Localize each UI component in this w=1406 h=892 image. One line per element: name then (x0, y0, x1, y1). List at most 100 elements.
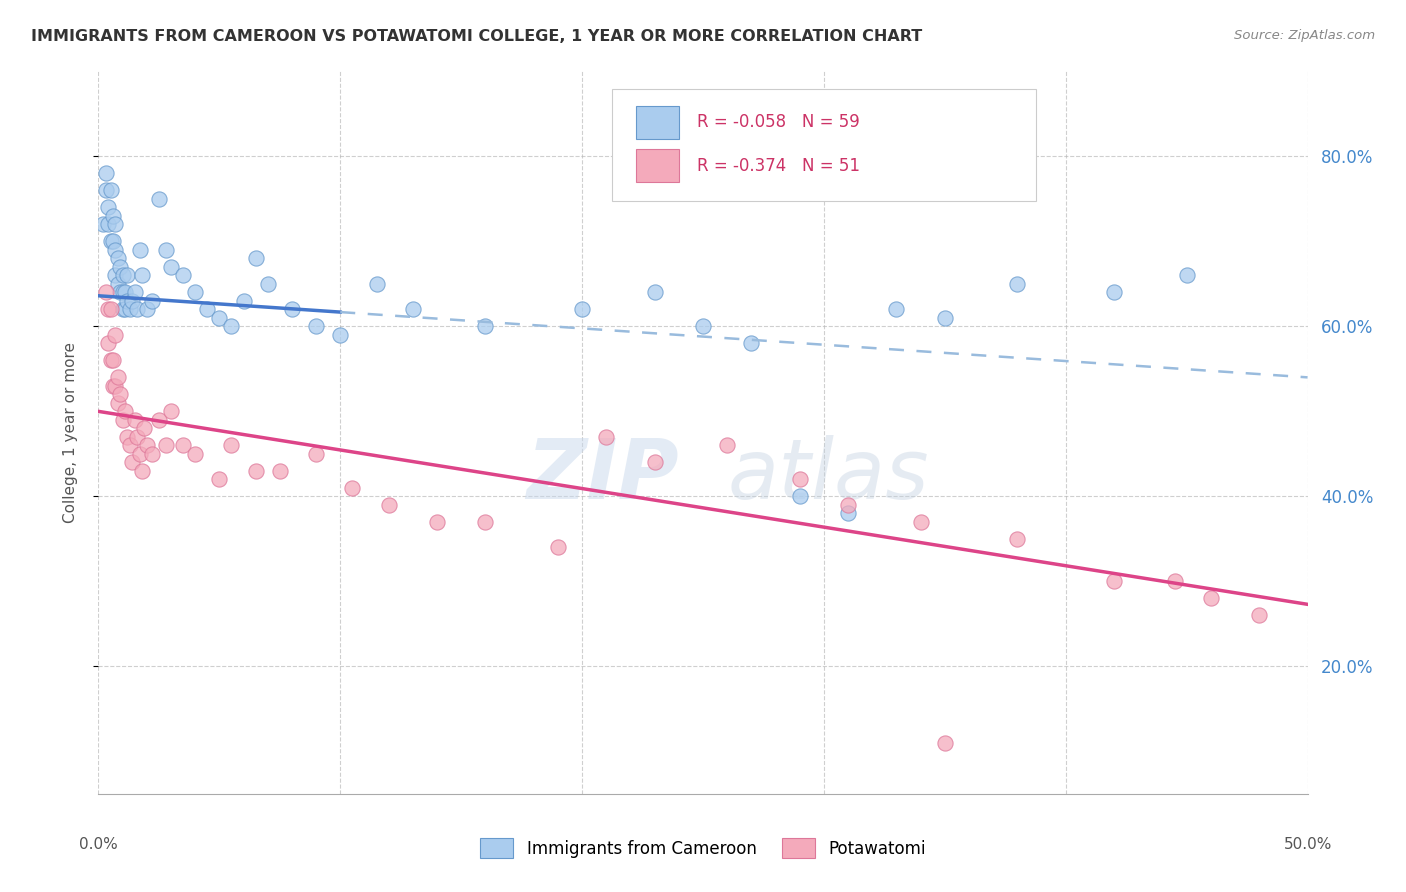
Point (208, 472, 231, 486)
Point (94, 166, 117, 180)
Point (305, 447, 328, 461)
Point (172, 268, 194, 283)
Point (108, 260, 131, 274)
Point (329, 327, 352, 342)
Point (134, 421, 156, 435)
Point (256, 277, 278, 291)
Point (127, 430, 149, 444)
Point (184, 285, 207, 300)
Point (1199, 591, 1222, 606)
Point (155, 438, 177, 452)
Point (886, 302, 908, 317)
Point (1163, 574, 1185, 589)
Point (155, 243, 177, 257)
Point (571, 302, 593, 317)
Point (111, 285, 134, 300)
Point (474, 515, 496, 529)
Point (426, 515, 449, 529)
Point (127, 302, 149, 317)
Point (789, 489, 811, 503)
Text: R = -0.058   N = 59: R = -0.058 N = 59 (697, 113, 859, 131)
Point (128, 447, 150, 461)
Text: Source: ZipAtlas.com: Source: ZipAtlas.com (1234, 29, 1375, 42)
Point (108, 387, 131, 401)
Point (135, 302, 157, 317)
Point (124, 413, 146, 427)
Point (910, 515, 932, 529)
Point (221, 319, 243, 334)
Point (131, 464, 153, 478)
Point (644, 455, 666, 469)
Point (124, 285, 146, 300)
Point (141, 293, 163, 308)
Point (111, 302, 134, 317)
Point (94, 183, 117, 197)
Point (100, 302, 122, 317)
Point (366, 277, 388, 291)
Point (101, 235, 124, 249)
Point (97, 200, 120, 214)
Point (111, 268, 134, 283)
Bar (637, 149, 679, 182)
Point (107, 396, 129, 410)
Point (934, 310, 956, 325)
Point (716, 438, 738, 452)
Point (740, 336, 762, 351)
Point (100, 353, 122, 368)
Legend: Immigrants from Cameroon, Potawatomi: Immigrants from Cameroon, Potawatomi (474, 831, 932, 865)
Point (94, 285, 117, 300)
Point (97, 336, 120, 351)
Y-axis label: College, 1 year or more: College, 1 year or more (63, 343, 77, 523)
Point (117, 268, 139, 283)
Point (232, 293, 254, 308)
Point (281, 302, 304, 317)
Point (837, 507, 859, 521)
Point (101, 353, 124, 368)
Text: R = -0.374   N = 51: R = -0.374 N = 51 (697, 157, 860, 175)
Text: 0.0%: 0.0% (79, 838, 118, 852)
Text: ZIP: ZIP (526, 435, 679, 516)
Text: atlas: atlas (727, 435, 929, 516)
Point (118, 302, 141, 317)
Point (108, 285, 131, 300)
Point (402, 302, 425, 317)
Point (644, 285, 666, 300)
Point (1175, 268, 1198, 283)
Point (148, 192, 170, 206)
Point (1007, 532, 1029, 546)
Point (104, 327, 127, 342)
Point (245, 464, 267, 478)
Point (91, 218, 114, 232)
Point (1102, 285, 1125, 300)
Point (184, 447, 207, 461)
Point (1102, 574, 1125, 589)
Point (100, 183, 122, 197)
Text: 50.0%: 50.0% (1284, 838, 1331, 852)
Point (104, 268, 127, 283)
FancyBboxPatch shape (613, 89, 1035, 202)
Point (107, 277, 129, 291)
Point (474, 319, 496, 334)
Point (208, 310, 231, 325)
Point (114, 404, 136, 418)
Point (121, 455, 143, 469)
Point (160, 404, 183, 418)
Point (117, 430, 139, 444)
Point (934, 736, 956, 750)
Point (111, 413, 134, 427)
Point (135, 438, 157, 452)
Point (100, 235, 122, 249)
Point (342, 481, 364, 495)
Point (789, 472, 811, 486)
Point (117, 293, 139, 308)
Text: IMMIGRANTS FROM CAMEROON VS POTAWATOMI COLLEGE, 1 YEAR OR MORE CORRELATION CHART: IMMIGRANTS FROM CAMEROON VS POTAWATOMI C… (31, 29, 922, 44)
Point (121, 293, 143, 308)
Point (305, 319, 328, 334)
Point (160, 260, 183, 274)
Point (692, 319, 714, 334)
Point (1249, 608, 1271, 623)
Point (221, 438, 243, 452)
Point (104, 379, 127, 393)
Point (547, 541, 569, 555)
Point (114, 302, 136, 317)
